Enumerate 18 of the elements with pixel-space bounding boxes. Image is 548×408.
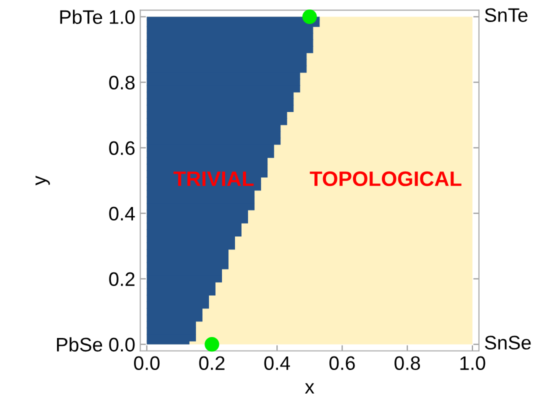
text: SnTe	[484, 8, 528, 22]
annotation: TOPOLOGICAL	[310, 171, 462, 186]
y-tick-label: PbTe 1.0	[60, 10, 135, 24]
annotation: TRIVIAL	[174, 172, 254, 186]
y-tick-label: 0.8	[109, 76, 135, 90]
x-tick-label: 0.4	[264, 356, 290, 370]
y-tick-label: 0.4	[109, 206, 135, 221]
x-tick-label: 1.0	[460, 356, 486, 370]
y-axis-title: y	[36, 176, 50, 186]
x-tick-label: 0.2	[199, 356, 224, 370]
x-axis-title: x	[304, 383, 314, 394]
x-tick-label: 0.8	[394, 356, 420, 370]
x-tick-label: 0.6	[329, 356, 355, 370]
text: SnSe	[484, 336, 531, 350]
y-tick-label: 0.6	[109, 141, 135, 156]
y-tick-label: 0.2	[109, 272, 134, 286]
x-tick-label: 0.0	[134, 356, 160, 370]
y-tick-label: PbSe 0.0	[57, 337, 135, 352]
